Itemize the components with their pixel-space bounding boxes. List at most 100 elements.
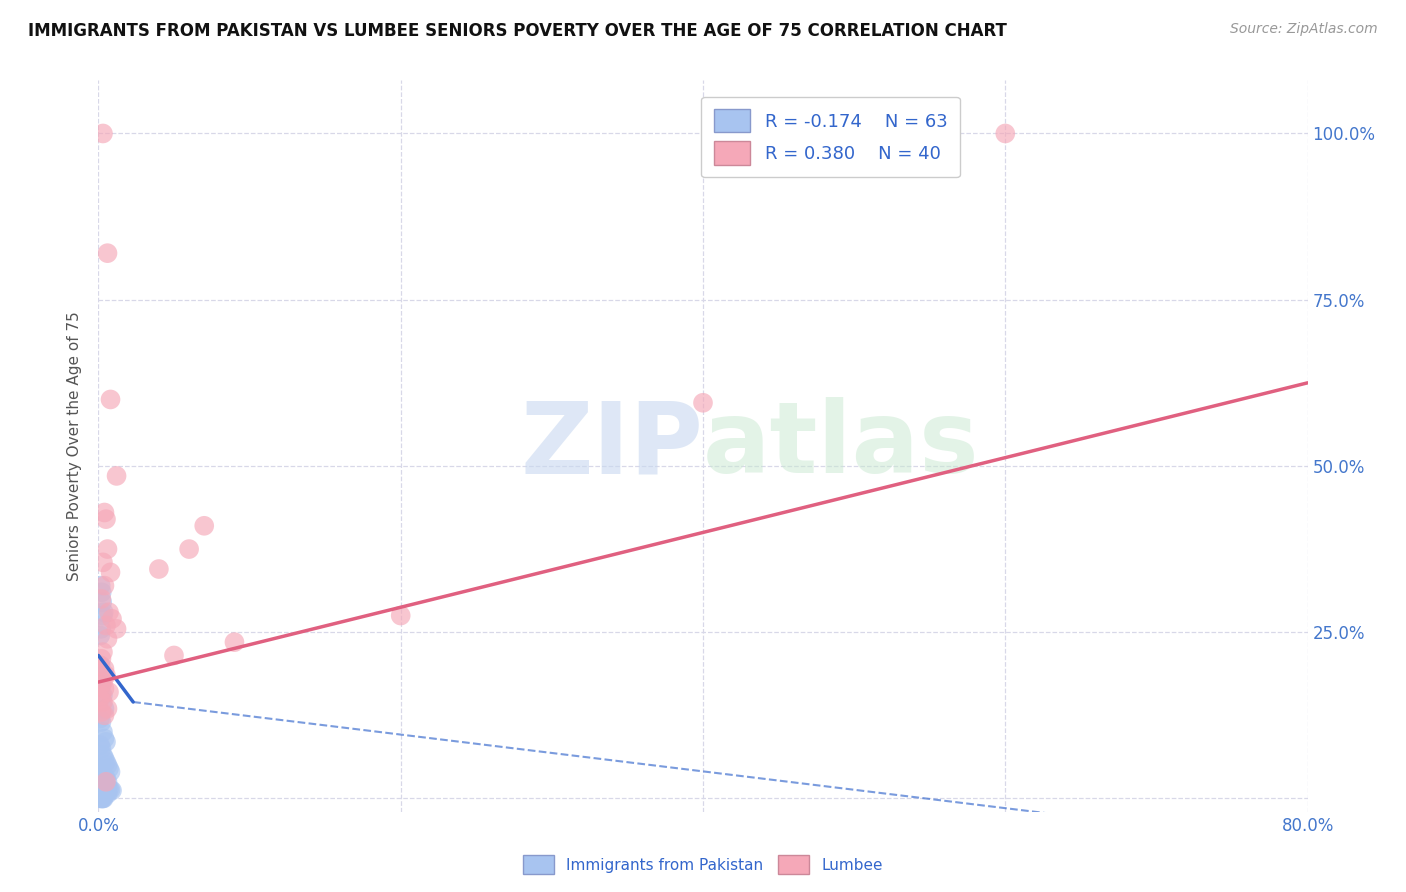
Point: [91, 608, 114, 623]
Text: Source: ZipAtlas.com: Source: ZipAtlas.com: [1230, 22, 1378, 37]
Point: [91, 791, 114, 805]
Point: [94, 512, 117, 526]
Text: ZIP: ZIP: [520, 398, 703, 494]
Point: [224, 635, 246, 649]
Point: [91, 127, 114, 141]
Point: [89, 762, 111, 776]
Point: [98, 762, 121, 776]
Point: [96, 787, 118, 801]
Point: [994, 127, 1017, 141]
Point: [91, 748, 114, 763]
Point: [94, 755, 117, 769]
Point: [90, 675, 112, 690]
Point: [90, 714, 112, 729]
Point: [90, 790, 112, 805]
Point: [96, 701, 118, 715]
Point: [91, 595, 114, 609]
Point: [93, 681, 115, 696]
Point: [96, 632, 118, 646]
Point: [90, 777, 112, 791]
Point: [89, 790, 111, 805]
Legend: R = -0.174    N = 63, R = 0.380    N = 40: R = -0.174 N = 63, R = 0.380 N = 40: [702, 96, 960, 178]
Point: [94, 735, 117, 749]
Point: [96, 542, 118, 557]
Point: [93, 751, 115, 765]
Point: [89, 790, 111, 805]
Point: [90, 622, 112, 636]
Point: [96, 781, 118, 796]
Point: [90, 585, 112, 599]
Point: [89, 628, 111, 642]
Point: [91, 791, 114, 805]
Point: [163, 648, 186, 663]
Point: [91, 555, 114, 569]
Point: [148, 562, 170, 576]
Point: [93, 731, 115, 746]
Point: [90, 741, 112, 756]
Point: [91, 785, 114, 799]
Point: [93, 780, 115, 794]
Point: [91, 675, 114, 690]
Y-axis label: Seniors Poverty Over the Age of 75: Seniors Poverty Over the Age of 75: [67, 311, 83, 581]
Point: [91, 768, 114, 782]
Point: [93, 772, 115, 786]
Point: [93, 605, 115, 619]
Point: [91, 645, 114, 659]
Point: [91, 668, 114, 682]
Point: [98, 605, 121, 619]
Point: [91, 788, 114, 802]
Point: [89, 791, 111, 805]
Point: [692, 396, 714, 410]
Point: [94, 668, 117, 682]
Point: [93, 708, 115, 723]
Point: [90, 678, 112, 692]
Point: [90, 790, 112, 805]
Point: [105, 622, 128, 636]
Point: [89, 789, 111, 804]
Point: [91, 789, 114, 804]
Point: [90, 789, 112, 803]
Point: [89, 712, 111, 726]
Point: [91, 689, 114, 703]
Point: [90, 764, 112, 779]
Point: [94, 618, 117, 632]
Point: [105, 469, 128, 483]
Point: [90, 791, 112, 805]
Point: [98, 685, 121, 699]
Point: [89, 787, 111, 801]
Point: [90, 658, 112, 673]
Point: [100, 764, 122, 779]
Point: [179, 542, 201, 557]
Point: [389, 608, 412, 623]
Point: [100, 782, 122, 797]
Text: atlas: atlas: [703, 398, 980, 494]
Point: [90, 652, 112, 666]
Point: [90, 689, 112, 703]
Point: [93, 791, 115, 805]
Point: [90, 591, 112, 606]
Point: [90, 784, 112, 798]
Point: [90, 705, 112, 719]
Point: [193, 518, 215, 533]
Point: [94, 786, 117, 800]
Point: [90, 788, 112, 802]
Point: [100, 392, 122, 407]
Point: [89, 788, 111, 802]
Point: [89, 774, 111, 789]
Point: [98, 782, 121, 797]
Point: [91, 778, 114, 792]
Point: [96, 758, 118, 772]
Point: [89, 738, 111, 752]
Point: [100, 566, 122, 580]
Point: [96, 246, 118, 260]
Point: [90, 579, 112, 593]
Point: [93, 701, 115, 715]
Legend: Immigrants from Pakistan, Lumbee: Immigrants from Pakistan, Lumbee: [517, 849, 889, 880]
Point: [94, 774, 117, 789]
Text: IMMIGRANTS FROM PAKISTAN VS LUMBEE SENIORS POVERTY OVER THE AGE OF 75 CORRELATIO: IMMIGRANTS FROM PAKISTAN VS LUMBEE SENIO…: [28, 22, 1007, 40]
Point: [89, 658, 111, 673]
Point: [94, 780, 117, 795]
Point: [101, 783, 124, 797]
Point: [89, 783, 111, 797]
Point: [93, 785, 115, 799]
